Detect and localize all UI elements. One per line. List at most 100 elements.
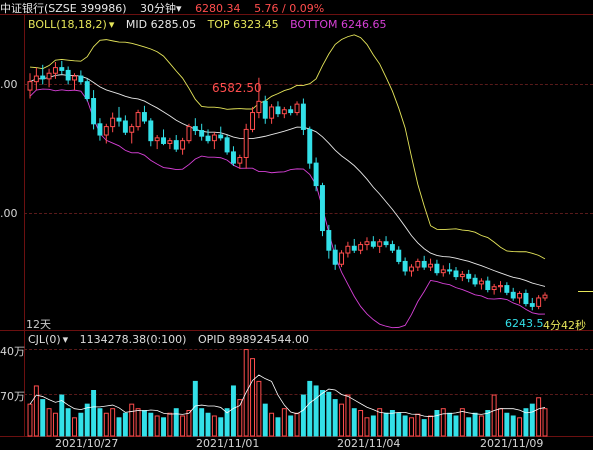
- candle-body[interactable]: [447, 269, 453, 272]
- boll-indicator-selector[interactable]: BOLL(18,18,2) ▾: [28, 18, 115, 31]
- candle-body[interactable]: [186, 126, 192, 142]
- candle-body[interactable]: [313, 162, 319, 187]
- candle-body[interactable]: [269, 106, 275, 119]
- candle-body[interactable]: [434, 263, 440, 274]
- candle-body[interactable]: [173, 140, 179, 150]
- candle-body[interactable]: [199, 130, 205, 137]
- candle-body[interactable]: [517, 292, 523, 299]
- candle-body[interactable]: [122, 120, 128, 133]
- candle-body[interactable]: [237, 157, 243, 164]
- candle-body[interactable]: [453, 270, 459, 278]
- candle-body[interactable]: [542, 294, 548, 299]
- candle-body[interactable]: [110, 117, 116, 128]
- candle-body[interactable]: [211, 134, 217, 142]
- candle-body[interactable]: [415, 260, 421, 268]
- candle-body[interactable]: [281, 109, 287, 115]
- candle-body[interactable]: [358, 244, 364, 251]
- candle-body[interactable]: [27, 81, 33, 91]
- candle-body[interactable]: [428, 263, 434, 268]
- candle-body[interactable]: [421, 260, 427, 268]
- candle-body[interactable]: [409, 266, 414, 272]
- candle-body[interactable]: [154, 137, 160, 142]
- candle-body[interactable]: [466, 273, 472, 279]
- instrument-name[interactable]: 中证银行(SZSE 399986): [0, 2, 127, 15]
- volume-bar: [307, 380, 313, 437]
- candle-body[interactable]: [167, 140, 173, 144]
- candle-body[interactable]: [345, 245, 351, 254]
- candle-body[interactable]: [536, 297, 542, 307]
- candle-body[interactable]: [383, 241, 389, 246]
- volume-bar: [504, 412, 510, 437]
- candle-body[interactable]: [491, 286, 497, 291]
- candle-body[interactable]: [91, 98, 97, 125]
- candle-body[interactable]: [332, 249, 338, 265]
- candle-body[interactable]: [478, 280, 484, 285]
- candle-body[interactable]: [84, 81, 90, 100]
- candle-body[interactable]: [510, 291, 516, 299]
- candle-body[interactable]: [116, 117, 122, 122]
- candle-body[interactable]: [78, 75, 84, 83]
- candle-body[interactable]: [97, 123, 103, 136]
- boll-mid-value: MID 6285.05: [125, 18, 197, 31]
- candle-body[interactable]: [262, 100, 268, 119]
- candle-body[interactable]: [459, 273, 465, 278]
- candle-body[interactable]: [256, 100, 262, 114]
- candle-body[interactable]: [504, 285, 510, 293]
- period-selector[interactable]: 30分钟▾: [140, 2, 182, 15]
- volume-bar: [211, 415, 217, 437]
- candlestick-chart[interactable]: [0, 0, 593, 330]
- high-price-label: 6582.50: [212, 81, 262, 95]
- candle-body[interactable]: [46, 72, 52, 80]
- candle-body[interactable]: [402, 260, 408, 272]
- candle-body[interactable]: [224, 137, 230, 153]
- candle-body[interactable]: [65, 69, 71, 81]
- volume-bar: [237, 399, 243, 437]
- volume-indicator-selector[interactable]: CJL(0) ▾: [28, 333, 69, 346]
- candle-body[interactable]: [339, 252, 345, 265]
- candle-body[interactable]: [364, 241, 370, 246]
- candle-body[interactable]: [180, 140, 186, 150]
- candle-body[interactable]: [326, 230, 332, 251]
- candle-body[interactable]: [351, 245, 357, 251]
- volume-bar: [428, 415, 434, 437]
- candle-body[interactable]: [498, 285, 503, 288]
- candle-body[interactable]: [230, 151, 236, 164]
- candle-body[interactable]: [485, 280, 491, 291]
- candle-body[interactable]: [135, 112, 141, 128]
- candle-body[interactable]: [370, 241, 376, 247]
- candle-body[interactable]: [396, 249, 402, 262]
- low-price-label: 6243.5: [505, 317, 544, 330]
- candle-body[interactable]: [307, 128, 313, 164]
- candle-body[interactable]: [377, 241, 383, 247]
- candle-body[interactable]: [275, 106, 281, 115]
- candle-body[interactable]: [205, 135, 211, 142]
- volume-bar: [40, 399, 46, 437]
- candle-body[interactable]: [218, 134, 224, 139]
- volume-bar: [529, 403, 535, 437]
- candle-body[interactable]: [472, 277, 478, 285]
- candle-body[interactable]: [192, 126, 198, 132]
- candle-body[interactable]: [389, 244, 395, 251]
- candle-body[interactable]: [300, 103, 306, 130]
- candle-body[interactable]: [440, 269, 446, 274]
- candle-body[interactable]: [288, 109, 294, 114]
- volume-bar: [103, 412, 109, 437]
- candle-body[interactable]: [529, 303, 535, 307]
- candle-body[interactable]: [161, 137, 166, 144]
- left-axis-line: [24, 14, 25, 436]
- candle-body[interactable]: [33, 75, 39, 83]
- candle-body[interactable]: [103, 126, 109, 136]
- candle-body[interactable]: [319, 185, 325, 232]
- candle-body[interactable]: [40, 75, 46, 80]
- candle-body[interactable]: [52, 67, 58, 74]
- candle-body[interactable]: [243, 128, 249, 159]
- candle-body[interactable]: [294, 103, 300, 114]
- candle-body[interactable]: [129, 126, 135, 133]
- candle-body[interactable]: [72, 75, 77, 81]
- candle-body[interactable]: [141, 112, 147, 122]
- candle-body[interactable]: [523, 292, 529, 305]
- candle-body[interactable]: [59, 67, 65, 71]
- chevron-down-icon: ▾: [108, 18, 115, 31]
- candle-body[interactable]: [250, 112, 256, 130]
- candle-body[interactable]: [148, 120, 154, 142]
